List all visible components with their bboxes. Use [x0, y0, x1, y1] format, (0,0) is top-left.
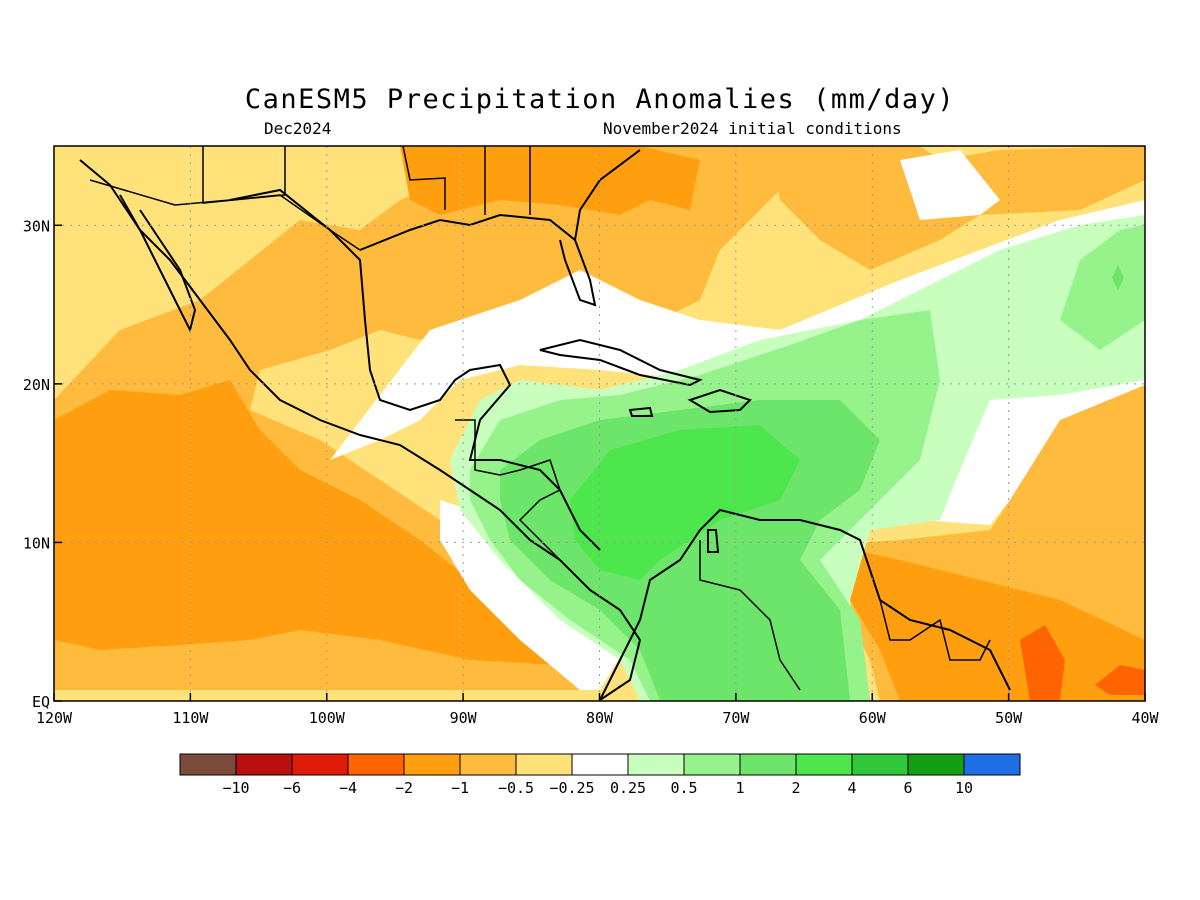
region-pacific-minus2: [54, 380, 580, 665]
colorbar-swatch: [963, 753, 1021, 776]
colorbar-label: −1: [451, 779, 469, 797]
colorbar-swatch: [795, 753, 853, 776]
lat-tick-label: 10N: [23, 534, 50, 552]
lon-tick-label: 80W: [586, 709, 614, 727]
lon-tick-label: 40W: [1131, 709, 1159, 727]
colorbar-swatch: [179, 753, 237, 776]
lon-tick-label: 120W: [36, 709, 73, 727]
colorbar-swatch: [459, 753, 517, 776]
region-caribbean-plus4: [570, 425, 800, 580]
colorbar-swatch: [683, 753, 741, 776]
colorbar-swatch: [347, 753, 405, 776]
border-central-america: [455, 419, 561, 561]
colorbar-label: 4: [847, 779, 856, 797]
lon-tick-label: 110W: [172, 709, 209, 727]
region-guiana-minus2: [830, 545, 1145, 701]
border-guianas: [879, 599, 991, 661]
region-atlantic-plus1: [1060, 225, 1145, 350]
border-us-states: [202, 146, 531, 215]
colorbar-swatch: [571, 753, 629, 776]
coast-us-east: [574, 149, 641, 241]
anomaly-field: [54, 146, 1145, 701]
colorbar-label: −2: [395, 779, 413, 797]
lon-tick-label: 70W: [722, 709, 750, 727]
region-atlantic-plus2-spot: [1112, 265, 1124, 290]
colorbar-label: 10: [955, 779, 973, 797]
colorbar-label: 1: [735, 779, 744, 797]
colorbar-swatch: [291, 753, 349, 776]
lat-tick-label: 20N: [23, 376, 50, 394]
region-near-zero-subtropic: [900, 150, 1000, 220]
border-colombia-venezuela: [699, 540, 801, 691]
colorbar-label: −0.25: [549, 779, 594, 797]
colorbar-label: −0.5: [498, 779, 534, 797]
colorbar-swatch: [235, 753, 293, 776]
colorbar-label: −10: [222, 779, 249, 797]
lat-tick-label: EQ: [32, 693, 50, 711]
lon-tick-label: 50W: [995, 709, 1023, 727]
graticule: [54, 146, 1145, 701]
colorbar-label: 6: [903, 779, 912, 797]
lat-tick-label: 30N: [23, 217, 50, 235]
colorbar-swatch: [851, 753, 909, 776]
longitude-axis: 120W 110W 100W 90W 80W 70W 60W 50W 40W: [36, 693, 1160, 727]
coast-hispaniola: [687, 388, 752, 414]
coast-us-gulf: [359, 213, 597, 307]
colorbar-label: 0.25: [610, 779, 646, 797]
colorbar-label: −4: [339, 779, 357, 797]
lon-tick-label: 100W: [309, 709, 346, 727]
coast-jamaica: [628, 406, 654, 417]
region-guiana-minus4: [1020, 625, 1065, 701]
colorbar-swatch: [627, 753, 685, 776]
colorbar-swatch: [907, 753, 965, 776]
coast-lake-maracaibo: [707, 529, 720, 553]
colorbar: −10 −6 −4 −2 −1 −0.5 −0.25 0.25 0.5 1 2 4 6 10: [179, 753, 1021, 797]
colorbar-label: 2: [791, 779, 800, 797]
political-borders: [89, 146, 991, 691]
region-mexico-minus2: [400, 146, 700, 215]
colorbar-swatch: [739, 753, 797, 776]
coast-cuba: [539, 338, 703, 387]
lon-tick-label: 90W: [450, 709, 478, 727]
coast-mexico-pacific: [79, 159, 642, 701]
region-east-minus4: [1095, 665, 1145, 695]
coast-south-america-north: [599, 508, 1011, 701]
coast-gulf-mexico: [229, 188, 601, 551]
lon-tick-label: 60W: [859, 709, 887, 727]
colorbar-swatch: [403, 753, 461, 776]
initial-conditions-label: November2024 initial conditions: [603, 119, 902, 138]
colorbar-swatch: [515, 753, 573, 776]
colorbar-label: −6: [283, 779, 301, 797]
forecast-month-label: Dec2024: [264, 119, 332, 138]
latitude-axis: EQ 10N 20N 30N: [23, 217, 62, 711]
map-title: CanESM5 Precipitation Anomalies (mm/day): [244, 84, 956, 115]
coastlines: [79, 149, 1011, 701]
colorbar-label: 0.5: [670, 779, 697, 797]
